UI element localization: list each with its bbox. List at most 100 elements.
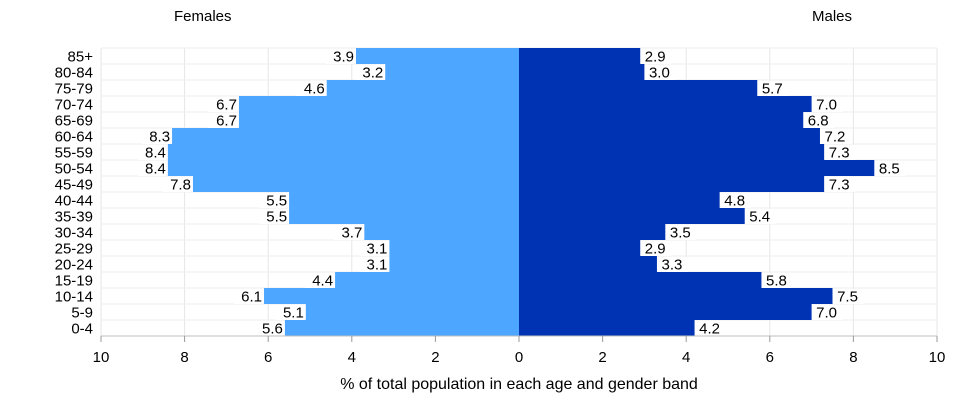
label-female-10-14: 6.1 (234, 289, 263, 306)
x-tick-label: 0 (515, 349, 523, 366)
bar-male-70-74 (519, 96, 812, 112)
x-tick-label: 2 (431, 349, 439, 366)
category-label-0-4: 0-4 (71, 321, 93, 338)
label-male-text: 7.2 (825, 129, 846, 146)
bar-female-35-39 (289, 208, 519, 224)
label-female-45-49: 7.8 (162, 177, 191, 194)
category-label-30-34: 30-34 (55, 225, 93, 242)
bar-male-20-24 (519, 256, 657, 272)
label-female-25-29: 3.1 (359, 241, 388, 258)
bar-female-50-54 (167, 160, 519, 176)
label-female-text: 5.1 (283, 305, 304, 322)
label-male-text: 5.4 (749, 209, 770, 226)
category-label-85+: 85+ (68, 49, 94, 66)
label-male-45-49: 7.3 (825, 177, 856, 194)
label-female-text: 6.7 (216, 97, 237, 114)
x-tick-label: 10 (93, 349, 110, 366)
bar-male-40-44 (519, 192, 720, 208)
label-female-bg (234, 289, 263, 304)
data-labels: 3.9 2.93.2 3.04.6 5.76.7 7.06.7 6.88.3 7.28.4 7… (137, 49, 906, 338)
label-female-text: 3.2 (362, 65, 383, 82)
label-female-text: 6.1 (241, 289, 262, 306)
label-female-35-39: 5.5 (259, 209, 288, 226)
label-female-60-64: 8.3 (142, 129, 171, 146)
category-labels: 85+80-8475-7970-7465-6960-6455-5950-5445… (55, 49, 94, 338)
label-male-text: 2.9 (645, 49, 666, 66)
label-male-70-74: 7.0 (812, 97, 843, 114)
category-label-65-69: 65-69 (55, 113, 93, 130)
bar-male-50-54 (519, 160, 875, 176)
label-male-20-24: 3.3 (657, 257, 688, 274)
bar-male-10-14 (519, 288, 833, 304)
category-label-20-24: 20-24 (55, 257, 93, 274)
x-tick-label: 2 (598, 349, 606, 366)
category-label-5-9: 5-9 (71, 305, 93, 322)
label-female-bg (359, 257, 388, 272)
label-female-5-9: 5.1 (275, 305, 304, 322)
label-female-text: 4.6 (304, 81, 325, 98)
bar-male-80-84 (519, 64, 645, 80)
bars (167, 48, 875, 336)
label-female-40-44: 5.5 (259, 193, 288, 210)
label-male-text: 5.7 (762, 81, 783, 98)
bar-male-75-79 (519, 80, 758, 96)
label-male-80-84: 3.0 (645, 65, 676, 82)
label-male-text: 3.5 (670, 225, 691, 242)
label-female-text: 7.8 (170, 177, 191, 194)
label-male-text: 2.9 (645, 241, 666, 258)
label-male-bg (745, 209, 776, 224)
label-female-text: 5.5 (266, 193, 287, 210)
label-male-bg (641, 241, 672, 256)
label-male-bg (645, 65, 676, 80)
label-female-bg (325, 49, 354, 64)
bar-female-5-9 (305, 304, 519, 320)
bar-male-45-49 (519, 176, 825, 192)
label-female-bg (137, 161, 166, 176)
x-axis-title: % of total population in each age and ge… (340, 376, 698, 393)
category-label-55-59: 55-59 (55, 145, 93, 162)
label-male-bg (833, 289, 864, 304)
category-label-45-49: 45-49 (55, 177, 93, 194)
label-male-bg (666, 225, 697, 240)
label-male-bg (812, 97, 843, 112)
label-male-text: 3.3 (662, 257, 683, 274)
category-label-25-29: 25-29 (55, 241, 93, 258)
bar-female-75-79 (326, 80, 519, 96)
bar-female-40-44 (289, 192, 519, 208)
label-male-55-59: 7.3 (825, 145, 856, 162)
label-female-text: 8.4 (145, 161, 166, 178)
label-male-text: 3.0 (649, 65, 670, 82)
label-female-15-19: 4.4 (305, 273, 334, 290)
x-tick-label: 10 (929, 349, 946, 366)
label-male-text: 7.0 (816, 305, 837, 322)
label-male-65-69: 6.8 (804, 113, 835, 130)
label-male-35-39: 5.4 (745, 209, 776, 226)
label-female-bg (259, 209, 288, 224)
label-male-15-19: 5.8 (762, 273, 793, 290)
x-tick-label: 6 (766, 349, 774, 366)
label-female-text: 3.1 (367, 257, 388, 274)
category-label-75-79: 75-79 (55, 81, 93, 98)
label-female-text: 8.4 (145, 145, 166, 162)
bar-female-65-69 (238, 112, 519, 128)
category-label-60-64: 60-64 (55, 129, 93, 146)
label-male-40-44: 4.8 (720, 193, 751, 210)
bar-female-45-49 (192, 176, 519, 192)
bar-male-15-19 (519, 272, 762, 288)
label-female-text: 5.6 (262, 321, 283, 338)
label-female-65-69: 6.7 (208, 113, 237, 130)
label-male-bg (812, 305, 843, 320)
bar-female-0-4 (284, 320, 519, 336)
label-male-bg (641, 49, 672, 64)
label-female-bg (162, 177, 191, 192)
category-label-70-74: 70-74 (55, 97, 93, 114)
label-male-bg (720, 193, 751, 208)
label-female-75-79: 4.6 (296, 81, 325, 98)
label-female-bg (208, 97, 237, 112)
label-male-text: 7.3 (829, 145, 850, 162)
label-female-bg (355, 65, 384, 80)
label-female-bg (275, 305, 304, 320)
label-male-5-9: 7.0 (812, 305, 843, 322)
bar-female-25-29 (389, 240, 519, 256)
label-female-bg (334, 225, 363, 240)
